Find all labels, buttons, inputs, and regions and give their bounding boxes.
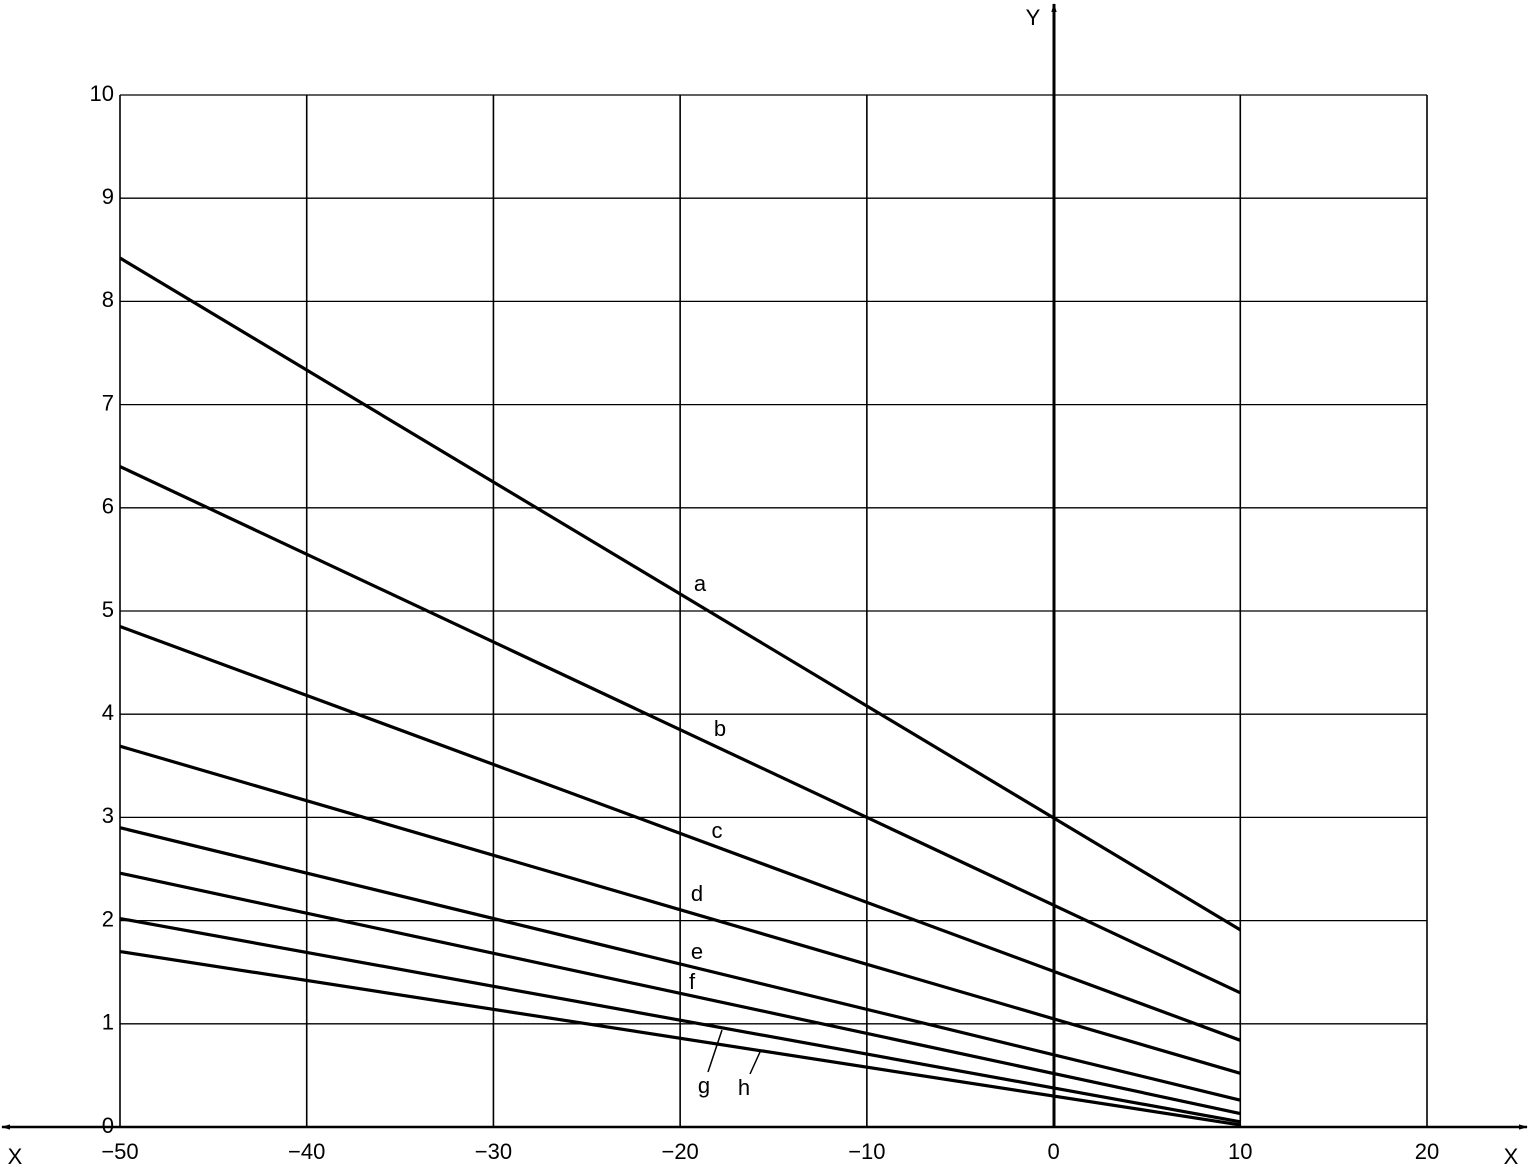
line: [119, 871, 1241, 1116]
y-tick-label: 10: [90, 81, 114, 106]
x-tick-label: −50: [101, 1139, 138, 1164]
x-tick-label: 10: [1228, 1139, 1252, 1164]
line-label: e: [691, 939, 703, 964]
y-tick-label: 1: [102, 1010, 114, 1035]
grid: [119, 94, 1428, 1128]
y-tick-label: 5: [102, 597, 114, 622]
y-tick-label: 7: [102, 390, 114, 415]
line: [119, 916, 1241, 1124]
line-label: g: [698, 1073, 710, 1098]
line-label: d: [691, 881, 703, 906]
x-tick-label: 20: [1415, 1139, 1439, 1164]
line-label: a: [694, 571, 707, 596]
y-tick-label: 9: [102, 184, 114, 209]
leader-line: [707, 1029, 723, 1073]
line-label: b: [714, 716, 726, 741]
x-axis-label: X: [8, 1144, 23, 1169]
line: [119, 256, 1242, 932]
line-label: c: [712, 818, 723, 843]
line-label: h: [738, 1075, 750, 1100]
y-tick-label: 4: [102, 700, 114, 725]
line-label: f: [689, 969, 696, 994]
x-tick-label: −30: [475, 1139, 512, 1164]
x-tick-label: −20: [661, 1139, 698, 1164]
x-axis-label: X: [1504, 1144, 1519, 1169]
y-tick-label: 3: [102, 803, 114, 828]
y-tick-label: 6: [102, 494, 114, 519]
line: [119, 465, 1241, 995]
line: [119, 826, 1241, 1102]
line: [119, 744, 1241, 1075]
y-axis-label: Y: [1026, 5, 1041, 30]
y-tick-label: 8: [102, 287, 114, 312]
line: [119, 949, 1241, 1127]
leader-line: [749, 1051, 761, 1075]
line: [119, 624, 1241, 1042]
x-tick-label: 0: [1047, 1139, 1059, 1164]
x-tick-label: −40: [288, 1139, 325, 1164]
x-tick-label: −10: [848, 1139, 885, 1164]
y-tick-label: 2: [102, 906, 114, 931]
y-tick-label: 0: [102, 1113, 114, 1138]
